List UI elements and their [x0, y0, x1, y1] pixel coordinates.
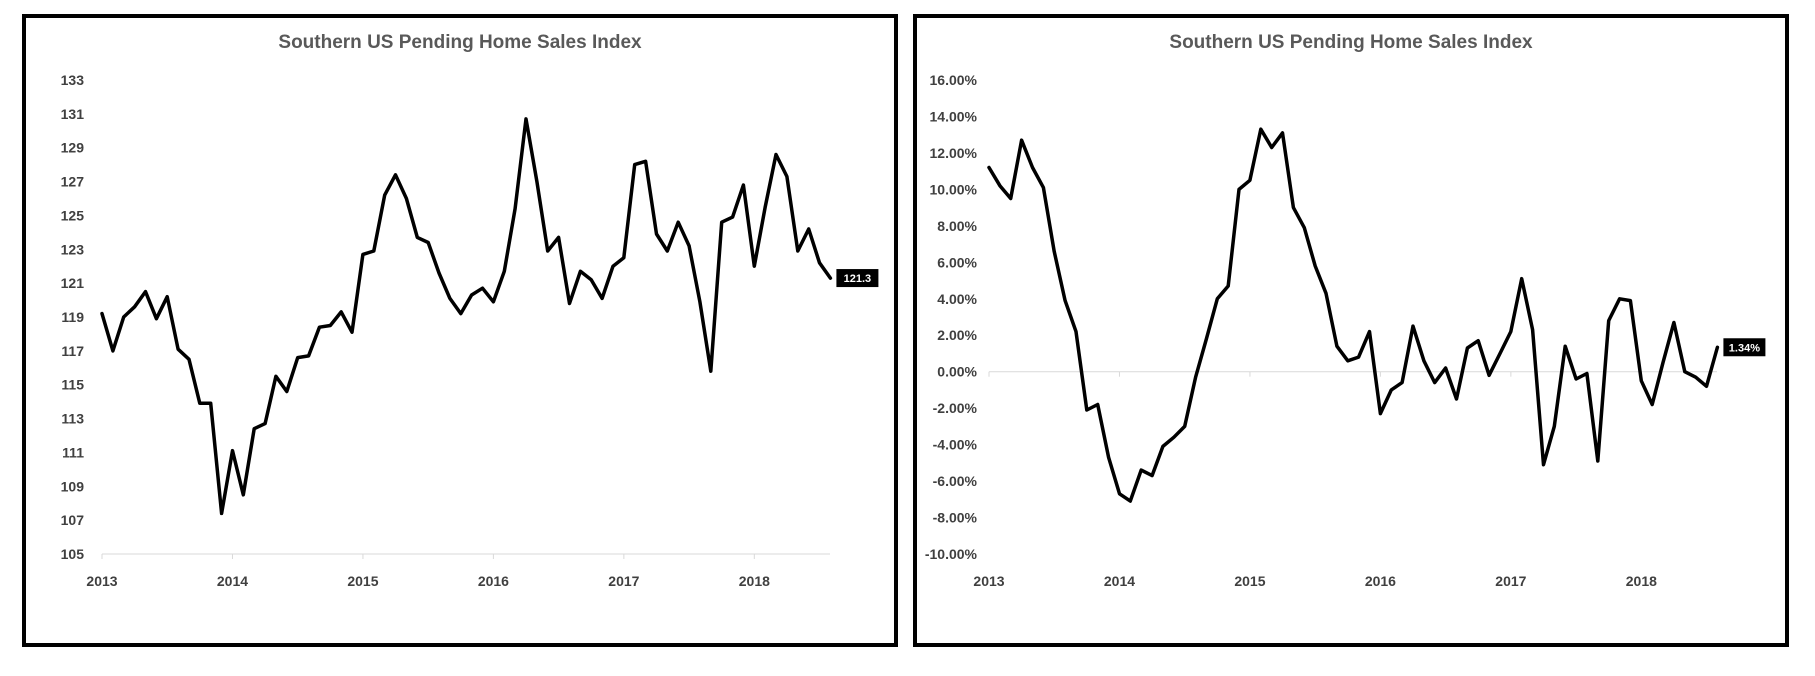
x-tick-label: 2014	[217, 573, 248, 589]
y-tick-label: 115	[61, 377, 84, 393]
y-tick-label: 12.00%	[930, 145, 978, 161]
end-value-label-box	[836, 269, 879, 288]
y-tick-label: 8.00%	[937, 218, 977, 234]
chart-title: Southern US Pending Home Sales Index	[1169, 32, 1533, 53]
x-tick-label: 2016	[1365, 573, 1396, 589]
y-tick-label: 6.00%	[937, 254, 977, 270]
x-tick-label: 2013	[86, 573, 117, 589]
chart-panel-pending-home-sales-index: Southern US Pending Home Sales Index 105 1…	[22, 14, 898, 647]
x-tick-label: 2016	[478, 573, 509, 589]
y-tick-label: 14.00%	[930, 108, 978, 124]
y-tick-label: 119	[61, 309, 84, 325]
end-value-label: 121.3	[844, 273, 872, 285]
y-tick-label: 4.00%	[937, 291, 977, 307]
y-tick-label: 125	[61, 207, 85, 223]
y-tick-label: -6.00%	[933, 473, 978, 489]
y-tick-label: 113	[61, 411, 84, 427]
end-value-label-box	[1723, 338, 1766, 357]
y-tick-label: 105	[61, 546, 85, 562]
x-tick-label: 2015	[347, 573, 378, 589]
end-value-label: 1.34%	[1729, 342, 1760, 354]
x-tick-label: 2017	[608, 573, 639, 589]
y-tick-label: -10.00%	[925, 546, 978, 562]
chart-panel-pending-home-sales-yoy: Southern US Pending Home Sales Index -10.…	[913, 14, 1789, 647]
y-tick-label: 117	[61, 343, 84, 359]
y-tick-label: 127	[61, 174, 85, 190]
y-tick-label: 131	[61, 106, 85, 122]
y-tick-label: -8.00%	[933, 510, 978, 526]
series-line	[987, 127, 1720, 503]
series-line	[100, 117, 833, 516]
x-tick-label: 2013	[973, 573, 1004, 589]
y-tick-label: 123	[61, 241, 85, 257]
y-tick-label: -2.00%	[933, 400, 978, 416]
x-tick-label: 2017	[1495, 573, 1526, 589]
y-tick-label: 111	[62, 444, 84, 460]
x-tick-label: 2018	[1626, 573, 1657, 589]
yoy-change-line-chart: Southern US Pending Home Sales Index -10.…	[925, 32, 1766, 589]
y-tick-label: 10.00%	[930, 181, 978, 197]
y-tick-label: 109	[61, 478, 85, 494]
x-tick-label: 2014	[1104, 573, 1135, 589]
y-tick-label: 121	[61, 275, 85, 291]
x-tick-label: 2015	[1234, 573, 1265, 589]
x-tick-label: 2018	[739, 573, 770, 589]
index-line-chart: Southern US Pending Home Sales Index 105 1…	[61, 32, 879, 589]
y-tick-label: 2.00%	[937, 327, 977, 343]
y-tick-label: 0.00%	[937, 364, 977, 380]
y-tick-label: 16.00%	[930, 72, 978, 88]
chart-title: Southern US Pending Home Sales Index	[278, 32, 642, 53]
y-tick-label: -4.00%	[933, 437, 978, 453]
y-tick-label: 129	[61, 140, 85, 156]
y-tick-label: 133	[61, 72, 85, 88]
y-tick-label: 107	[61, 512, 85, 528]
